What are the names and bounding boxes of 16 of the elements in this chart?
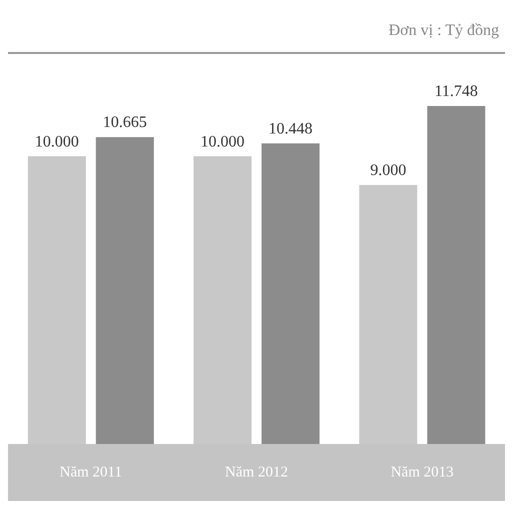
data-label: 10.000 [200,133,245,150]
x-tick-label: Năm 2012 [225,464,288,481]
data-label: 10.448 [268,120,313,138]
data-label: 11.748 [434,83,478,100]
x-tick-label: Năm 2011 [60,464,122,481]
bar [96,137,154,444]
bar [28,156,86,444]
data-label: 9.000 [370,162,406,180]
data-label: 10.665 [102,114,147,132]
chart-subtitle: Đơn vị : Tỷ đồng [388,21,500,41]
bar [359,185,418,444]
x-tick-label: Năm 2013 [390,464,454,481]
data-label: 10.000 [34,133,79,150]
bar [262,143,320,444]
bar [427,106,486,444]
bar [194,156,252,444]
